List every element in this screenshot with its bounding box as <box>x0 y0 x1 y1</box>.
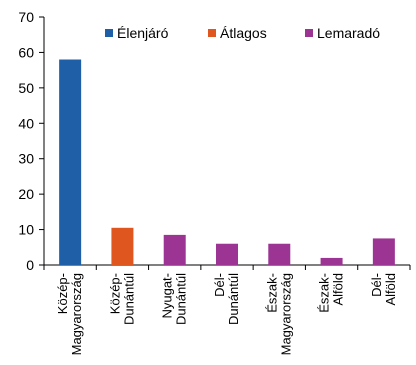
legend-swatch <box>305 29 313 37</box>
x-tick-label-line: Magyarország <box>69 273 84 355</box>
legend-label: Lemaradó <box>317 25 380 41</box>
legend-swatch <box>105 29 113 37</box>
bar <box>163 234 186 265</box>
x-tick-label: Közép-Magyarország <box>55 273 84 355</box>
x-tick-label-line: Dunántúl <box>174 273 189 325</box>
x-tick-label: Észak-Magyarország <box>264 273 293 355</box>
x-tick-label-line: Dunántúl <box>121 273 136 325</box>
x-tick-label-line: Dél- <box>212 273 227 297</box>
x-tick-label-line: Közép- <box>55 273 70 314</box>
y-tick-label: 20 <box>18 186 34 202</box>
x-tick-label-line: Nyugat- <box>160 273 175 319</box>
x-tick-label-line: Alföld <box>331 273 346 306</box>
x-tick-label-line: Észak- <box>264 273 279 313</box>
x-tick-label-line: Alföld <box>383 273 398 306</box>
y-tick-label: 60 <box>18 44 34 60</box>
bar <box>320 257 343 265</box>
x-tick-label: Nyugat-Dunántúl <box>160 273 189 325</box>
y-tick-label: 0 <box>26 257 34 273</box>
y-tick-label: 30 <box>18 151 34 167</box>
legend-label: Átlagos <box>220 25 267 41</box>
x-tick-label-line: Észak- <box>317 273 332 313</box>
legend-swatch <box>208 29 216 37</box>
bar <box>216 243 238 265</box>
x-tick-label-line: Dél- <box>369 273 384 297</box>
bar <box>59 59 82 266</box>
bar <box>111 227 134 265</box>
x-tick-label: Dél-Dunántúl <box>212 273 241 325</box>
legend-label: Élenjáró <box>117 25 169 41</box>
x-tick-label: Közép-Dunántúl <box>107 273 136 325</box>
x-tick-label: Észak-Alföld <box>317 273 346 313</box>
y-tick-label: 70 <box>18 9 34 25</box>
y-tick-label: 40 <box>18 115 34 131</box>
bar <box>372 238 395 265</box>
y-tick-label: 50 <box>18 80 34 96</box>
x-tick-label: Dél-Alföld <box>369 273 398 306</box>
x-tick-label-line: Magyarország <box>278 273 293 355</box>
bar <box>268 243 291 265</box>
x-tick-label-line: Közép- <box>107 273 122 314</box>
y-tick-label: 10 <box>18 222 34 238</box>
x-tick-label-line: Dunántúl <box>226 273 241 325</box>
